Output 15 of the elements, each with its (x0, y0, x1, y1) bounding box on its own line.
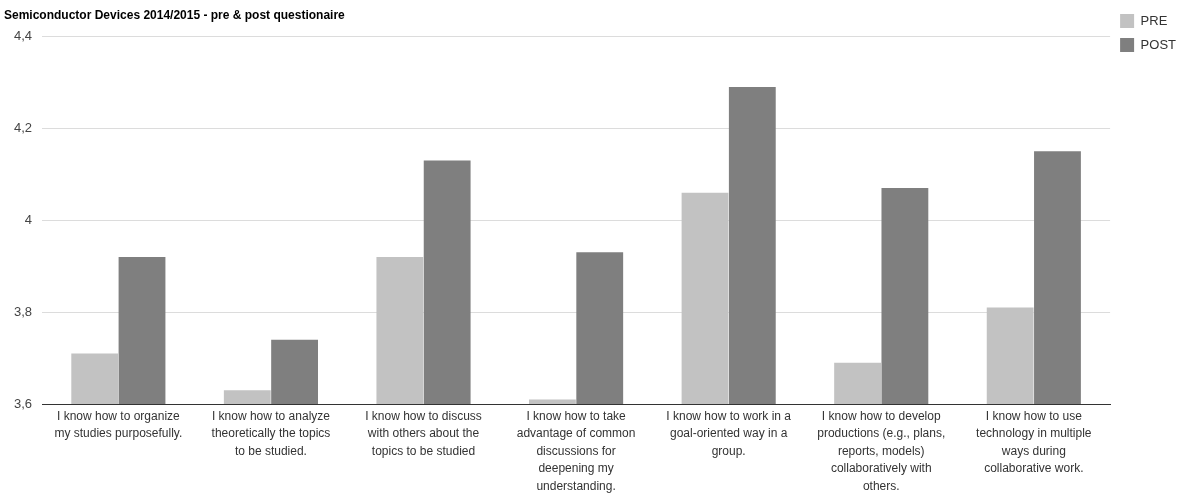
legend-label: PRE (1140, 12, 1168, 28)
y-tick-label: 3,6 (13, 395, 33, 411)
x-tick-label: I know how to take advantage of common discussions for deepening my understanding. (516, 409, 636, 493)
y-tick-label: 4,2 (13, 119, 33, 135)
x-tick-label: I know how to analyze theoretically the topics to be studied. (211, 409, 331, 458)
x-tick-label: I know how to discuss with others about the topics to be studied (365, 409, 482, 458)
y-tick-label: 4 (24, 211, 33, 227)
x-tick-label: I know how to develop productions (e.g., plans, reports, models) collaboratively with others. (817, 409, 946, 493)
legend-label: POST (1140, 36, 1177, 52)
chart-title: Semiconductor Devices 2014/2015 - pre & post questionaire (4, 7, 346, 22)
x-tick-label: I know how to organize my studies purposefully. (54, 409, 183, 441)
y-tick-label: 4,4 (13, 27, 33, 43)
x-tick-label: I know how to use technology in multiple ways during collaborative work. (976, 409, 1092, 476)
y-tick-label: 3,8 (13, 303, 33, 319)
x-tick-label: I know how to work in a goal-oriented way in a group. (666, 409, 792, 458)
